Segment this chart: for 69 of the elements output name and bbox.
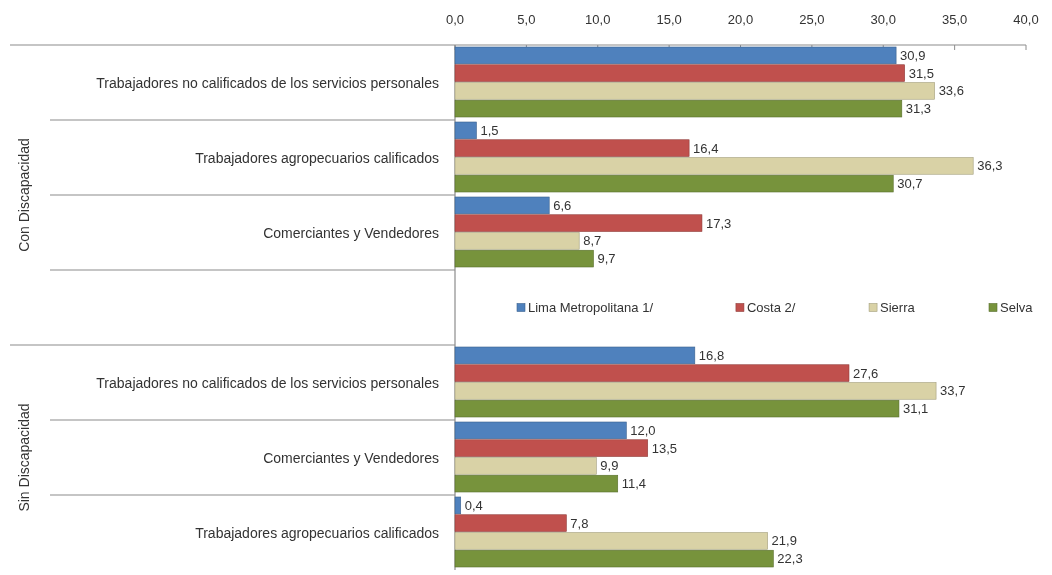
data-label: 16,8 xyxy=(698,347,725,363)
data-label: 12,0 xyxy=(630,422,656,438)
bar xyxy=(454,532,768,550)
data-label: 7,8 xyxy=(570,515,589,531)
y-tick-label: Comerciantes y Vendedores xyxy=(263,224,439,241)
bar xyxy=(454,514,567,532)
data-label: 6,6 xyxy=(553,197,572,213)
text: Sin Discapacidad xyxy=(16,403,32,512)
x-tick-label: 40,0 xyxy=(1013,11,1039,27)
bar xyxy=(454,399,900,418)
legend-label: Costa 2/ xyxy=(746,300,796,315)
data-label: 9,9 xyxy=(600,458,619,474)
data-label: 16,4 xyxy=(693,140,719,156)
bar xyxy=(454,139,690,157)
y-tick-label: Comerciantes y Vendedores xyxy=(263,449,439,466)
bar xyxy=(454,249,594,268)
bar xyxy=(454,421,627,440)
bar xyxy=(454,364,850,382)
bar xyxy=(454,99,903,118)
data-label: 1,5 xyxy=(480,122,499,138)
data-label: 27,6 xyxy=(852,365,879,381)
bar xyxy=(454,457,597,475)
bar xyxy=(454,157,974,175)
x-tick-label: 35,0 xyxy=(941,11,968,27)
x-tick-label: 0,0 xyxy=(445,11,465,27)
bar xyxy=(454,46,897,65)
x-tick-label: 5,0 xyxy=(517,11,536,27)
data-label: 33,7 xyxy=(940,383,966,399)
bar xyxy=(454,232,580,250)
data-label: 33,6 xyxy=(938,83,964,99)
data-label: 17,3 xyxy=(705,215,732,231)
bar xyxy=(454,549,774,568)
bar xyxy=(454,439,649,457)
data-label: 30,7 xyxy=(897,176,923,192)
data-label: 31,1 xyxy=(902,401,929,417)
data-label: 22,3 xyxy=(777,551,803,567)
text: Con Discapacidad xyxy=(16,138,32,252)
bar xyxy=(454,214,703,232)
bar xyxy=(454,174,894,193)
data-label: 31,5 xyxy=(908,65,934,81)
bar xyxy=(454,64,905,82)
legend-label: Sierra xyxy=(880,300,916,315)
x-tick-label: 25,0 xyxy=(799,11,825,27)
data-label: 36,3 xyxy=(977,158,1003,174)
x-tick-label: 15,0 xyxy=(656,11,682,27)
legend-label: Lima Metropolitana 1/ xyxy=(528,300,654,315)
data-label: 11,4 xyxy=(621,476,647,492)
bar xyxy=(454,496,462,515)
x-tick-label: 10,0 xyxy=(585,11,611,27)
bar xyxy=(454,121,477,140)
y-tick-label: Trabajadores agropecuarios calificados xyxy=(195,149,439,166)
bar xyxy=(454,382,937,400)
data-label: 30,9 xyxy=(900,47,926,63)
data-label: 31,3 xyxy=(905,101,932,117)
bar xyxy=(454,82,935,100)
data-label: 21,9 xyxy=(771,533,797,549)
bar xyxy=(454,346,696,365)
x-tick-label: 30,0 xyxy=(870,11,896,27)
legend-label: Selva xyxy=(1000,300,1034,315)
data-label: 0,4 xyxy=(464,497,483,513)
bar xyxy=(454,474,619,493)
x-tick-label: 20,0 xyxy=(727,11,754,27)
data-label: 9,7 xyxy=(597,251,616,267)
y-tick-label: Trabajadores agropecuarios calificados xyxy=(195,524,439,541)
y-tick-label: Trabajadores no calificados de los servicios personales xyxy=(96,74,439,91)
data-label: 8,7 xyxy=(583,233,602,249)
bar xyxy=(454,196,550,215)
y-tick-label: Trabajadores no calificados de los servicios personales xyxy=(96,374,439,391)
data-label: 13,5 xyxy=(651,440,678,456)
